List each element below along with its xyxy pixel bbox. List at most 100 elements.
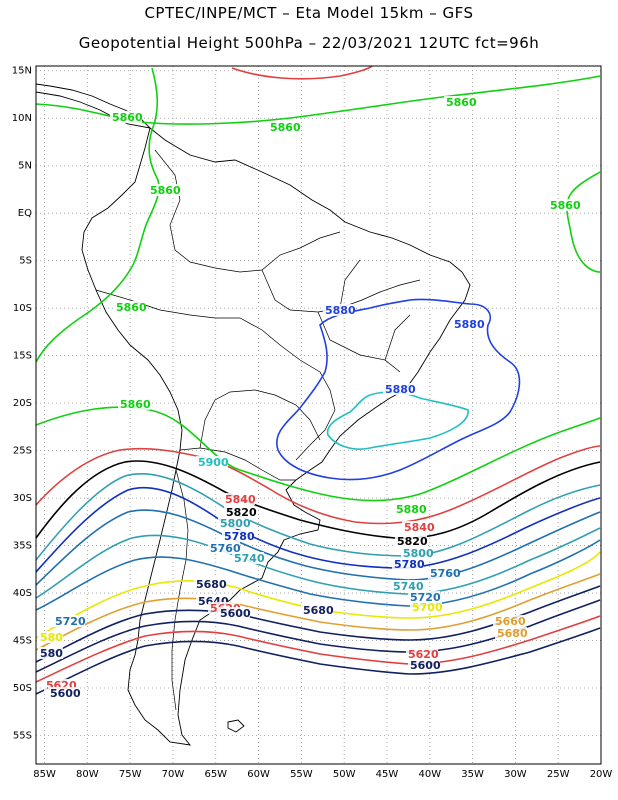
contour-label: 5880 xyxy=(454,318,485,331)
borders-north xyxy=(154,149,341,273)
contour-label-bg xyxy=(395,535,427,547)
contour-5860-east xyxy=(566,171,601,273)
lon-tick-label: 85W xyxy=(33,769,56,780)
borders-andes xyxy=(95,289,336,461)
lon-tick-label: 80W xyxy=(76,769,99,780)
lon-tick-label: 55W xyxy=(290,769,313,780)
lat-tick-label: 25S xyxy=(13,446,32,457)
contour-5800 xyxy=(35,473,601,561)
contour-5880-ne xyxy=(276,298,521,481)
contour-label-bg xyxy=(401,547,433,559)
contour-label: 5720 xyxy=(410,591,441,604)
contour-label: 5780 xyxy=(224,530,255,543)
contour-5780 xyxy=(35,486,601,573)
contour-label: 5840 xyxy=(404,521,435,534)
lon-tick-label: 60W xyxy=(247,769,270,780)
contour-label: 580 xyxy=(40,631,63,644)
contour-label-bg xyxy=(223,493,255,505)
lat-tick-label: 15S xyxy=(13,351,32,362)
lat-tick-label: 35S xyxy=(13,541,32,552)
contour-label: 5880 xyxy=(396,503,427,516)
title-line-1: CPTEC/INPE/MCT – Eta Model 15km – GFS xyxy=(144,4,474,22)
contour-label-bg xyxy=(114,301,146,313)
contour-label-bg xyxy=(301,604,333,616)
contour-label-bg xyxy=(323,304,355,316)
contour-label-bg xyxy=(148,184,180,196)
contour-label-bg xyxy=(118,398,150,410)
chile-argentina-border xyxy=(171,469,189,711)
contour-label-bg xyxy=(196,456,228,468)
contour-5900 xyxy=(326,391,469,450)
landmass xyxy=(35,83,471,746)
lon-tick-label: 65W xyxy=(204,769,227,780)
contour-label-bg xyxy=(38,647,63,659)
contour-label-bg xyxy=(392,558,424,570)
contour-label-bg xyxy=(53,615,85,627)
contour-5620 xyxy=(35,615,601,683)
lon-tick-label: 40W xyxy=(418,769,441,780)
borders-south xyxy=(179,389,321,481)
lon-tick-label: 50W xyxy=(333,769,356,780)
contour-lines xyxy=(35,65,601,695)
map-frame xyxy=(35,65,602,765)
contour-5760 xyxy=(35,509,601,586)
contour-5600 xyxy=(35,627,601,695)
contour-5840 xyxy=(35,445,601,525)
contour-label: 5740 xyxy=(234,552,265,565)
contour-label-bg xyxy=(548,199,580,211)
contour-label-bg xyxy=(218,607,250,619)
lat-tick-label: 40S xyxy=(13,588,32,599)
lon-tick-label: 20W xyxy=(590,769,613,780)
contour-label-bg xyxy=(208,542,240,554)
contour-label: 5620 xyxy=(408,648,439,661)
lat-tick-label: 30S xyxy=(13,493,32,504)
lat-tick-label: 10N xyxy=(12,113,32,124)
contour-label: 5600 xyxy=(410,659,441,672)
contour-label-bg xyxy=(444,96,476,108)
contour-label: 5680 xyxy=(196,578,227,591)
contour-label-bg xyxy=(232,552,264,564)
contour-label-bg xyxy=(218,517,250,529)
lat-tick-label: 55S xyxy=(13,731,32,742)
contour-label-bg xyxy=(391,580,423,592)
contour-label-bg xyxy=(408,591,440,603)
lon-tick-label: 45W xyxy=(376,769,399,780)
contour-label: 5680 xyxy=(497,627,528,640)
lon-tick-label: 35W xyxy=(461,769,484,780)
contour-label-bg xyxy=(268,121,300,133)
contour-label: 5860 xyxy=(116,301,147,314)
contour-label-bg xyxy=(452,318,484,330)
lat-tick-label: 10S xyxy=(13,303,32,314)
contour-5860-top xyxy=(35,67,160,363)
lat-tick-label: 45S xyxy=(13,636,32,647)
lat-tick-label: 15N xyxy=(12,66,32,77)
contour-label: 5860 xyxy=(112,111,143,124)
contour-label: 5820 xyxy=(226,506,257,519)
contour-label: 5680 xyxy=(303,604,334,617)
contour-label-bg xyxy=(38,631,63,643)
contour-label: 5860 xyxy=(550,199,581,212)
contour-5860-top-red xyxy=(231,65,373,80)
contour-label: 5700 xyxy=(412,601,443,614)
contour-label-bg xyxy=(394,503,426,515)
contour-label: 580 xyxy=(40,647,63,660)
contour-label: 5740 xyxy=(393,580,424,593)
contour-label-bg xyxy=(406,648,438,660)
title-line-2: Geopotential Height 500hPa – 22/03/2021 … xyxy=(78,34,540,52)
axis-ticks: 15N 10N 5N EQ 5S 10S 15S 20S 25S 30S 35S 40S 45S 50S 5… xyxy=(12,66,613,780)
contour-label: 5900 xyxy=(198,456,229,469)
contour-label-bg xyxy=(410,601,442,613)
contour-label: 5660 xyxy=(495,615,526,628)
contour-label: 5860 xyxy=(150,184,181,197)
contour-label-bg xyxy=(110,111,142,123)
falkland-islands xyxy=(227,719,245,733)
contour-label: 5860 xyxy=(270,121,301,134)
contour-label-bg xyxy=(402,521,434,533)
lon-tick-label: 30W xyxy=(504,769,527,780)
grid-lines xyxy=(36,66,602,764)
lon-tick-label: 25W xyxy=(547,769,570,780)
lat-tick-label: 5S xyxy=(19,256,32,267)
contour-label: 5800 xyxy=(403,547,434,560)
contour-5680 xyxy=(35,573,601,651)
